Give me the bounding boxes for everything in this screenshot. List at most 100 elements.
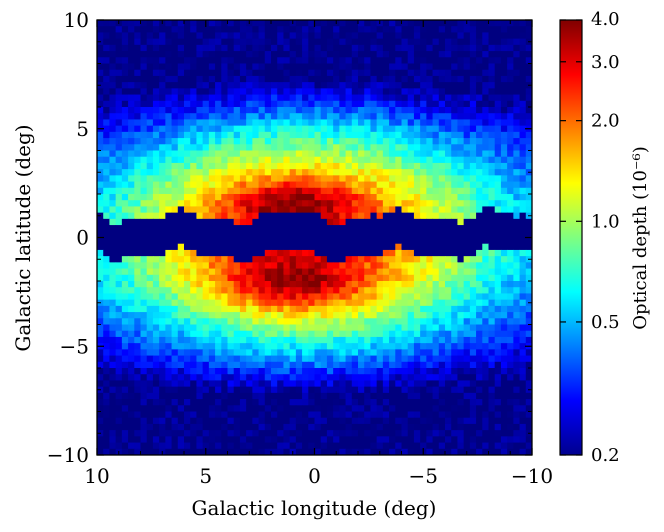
heatmap-cell bbox=[227, 75, 235, 83]
heatmap-cell bbox=[407, 380, 415, 388]
heatmap-cell bbox=[451, 380, 458, 388]
heatmap-cell bbox=[184, 374, 191, 381]
heatmap-cell bbox=[159, 299, 166, 307]
heatmap-cell bbox=[246, 125, 253, 133]
heatmap-cell bbox=[227, 206, 235, 214]
heatmap-cell bbox=[507, 138, 514, 145]
heatmap-cell bbox=[314, 442, 322, 450]
heatmap-cell bbox=[407, 38, 415, 46]
heatmap-cell bbox=[451, 448, 458, 456]
heatmap-cell bbox=[457, 20, 465, 27]
heatmap-cell bbox=[239, 336, 247, 344]
heatmap-cell bbox=[364, 318, 371, 325]
heatmap-cell bbox=[184, 256, 191, 263]
heatmap-cell bbox=[438, 175, 446, 183]
heatmap-cell bbox=[519, 144, 527, 151]
heatmap-cell bbox=[246, 107, 253, 114]
heatmap-cell bbox=[426, 225, 434, 232]
heatmap-cell bbox=[152, 399, 160, 406]
heatmap-cell bbox=[277, 392, 284, 400]
heatmap-cell bbox=[308, 32, 315, 40]
heatmap-cell bbox=[482, 281, 489, 288]
heatmap-cell bbox=[264, 175, 272, 183]
heatmap-cell bbox=[364, 63, 371, 71]
heatmap-cell bbox=[215, 94, 222, 102]
heatmap-cell bbox=[283, 150, 291, 158]
heatmap-cell bbox=[482, 343, 489, 350]
heatmap-cell bbox=[215, 330, 222, 338]
heatmap-cell bbox=[420, 405, 427, 412]
heatmap-cell bbox=[345, 82, 353, 89]
heatmap-cell bbox=[333, 194, 340, 201]
heatmap-cell bbox=[277, 138, 284, 145]
heatmap-cell bbox=[146, 107, 154, 114]
heatmap-cell bbox=[103, 299, 110, 307]
heatmap-cell bbox=[314, 218, 322, 226]
heatmap-cell bbox=[295, 380, 303, 388]
heatmap-cell bbox=[370, 293, 378, 301]
heatmap-cell bbox=[351, 175, 359, 183]
heatmap-cell bbox=[115, 181, 123, 189]
heatmap-cell bbox=[494, 336, 502, 344]
heatmap-cell bbox=[121, 293, 129, 301]
heatmap-cell bbox=[351, 231, 359, 238]
heatmap-cell bbox=[208, 156, 216, 164]
heatmap-cell bbox=[476, 32, 483, 40]
heatmap-cell bbox=[146, 368, 154, 375]
heatmap-cell bbox=[482, 51, 489, 58]
heatmap-cell bbox=[159, 442, 166, 450]
heatmap-cell bbox=[488, 194, 496, 201]
heatmap-cell bbox=[115, 336, 123, 344]
heatmap-cell bbox=[351, 187, 359, 195]
heatmap-cell bbox=[246, 156, 253, 164]
heatmap-cell bbox=[438, 268, 446, 276]
heatmap-cell bbox=[177, 312, 185, 319]
heatmap-cell bbox=[295, 20, 303, 27]
heatmap-cell bbox=[469, 206, 477, 214]
heatmap-cell bbox=[271, 343, 278, 350]
heatmap-cell bbox=[121, 156, 129, 164]
heatmap-cell bbox=[134, 293, 141, 301]
heatmap-cell bbox=[314, 368, 322, 375]
heatmap-cell bbox=[351, 194, 359, 201]
heatmap-cell bbox=[326, 268, 334, 276]
heatmap-cell bbox=[103, 113, 110, 120]
heatmap-cell bbox=[339, 380, 347, 388]
heatmap-cell bbox=[246, 150, 253, 158]
heatmap-cell bbox=[252, 262, 260, 270]
heatmap-cell bbox=[420, 88, 427, 96]
heatmap-cell bbox=[283, 324, 291, 332]
heatmap-cell bbox=[264, 417, 272, 425]
heatmap-cell bbox=[121, 312, 129, 319]
heatmap-cell bbox=[457, 287, 465, 294]
heatmap-cell bbox=[233, 392, 241, 400]
heatmap-cell bbox=[494, 237, 502, 245]
heatmap-cell bbox=[277, 38, 284, 46]
heatmap-cell bbox=[177, 88, 185, 96]
heatmap-cell bbox=[171, 430, 179, 437]
heatmap-cell bbox=[413, 169, 421, 176]
heatmap-cell bbox=[227, 249, 235, 257]
heatmap-cell bbox=[389, 405, 396, 412]
heatmap-cell bbox=[370, 206, 378, 214]
heatmap-cell bbox=[221, 448, 228, 456]
heatmap-cell bbox=[451, 82, 458, 89]
heatmap-cell bbox=[507, 281, 514, 288]
heatmap-cell bbox=[277, 330, 284, 338]
heatmap-cell bbox=[233, 305, 241, 313]
heatmap-cell bbox=[277, 44, 284, 52]
heatmap-cell bbox=[476, 361, 483, 369]
heatmap-cell bbox=[97, 417, 104, 425]
heatmap-cell bbox=[507, 305, 514, 313]
heatmap-cell bbox=[339, 32, 347, 40]
heatmap-cell bbox=[121, 200, 129, 207]
heatmap-cell bbox=[252, 32, 260, 40]
heatmap-cell bbox=[258, 187, 266, 195]
heatmap-cell bbox=[358, 305, 365, 313]
heatmap-cell bbox=[184, 206, 191, 214]
heatmap-cell bbox=[246, 430, 253, 437]
heatmap-cell bbox=[109, 312, 117, 319]
heatmap-cell bbox=[159, 144, 166, 151]
heatmap-cell bbox=[389, 113, 396, 120]
heatmap-cell bbox=[128, 274, 135, 282]
